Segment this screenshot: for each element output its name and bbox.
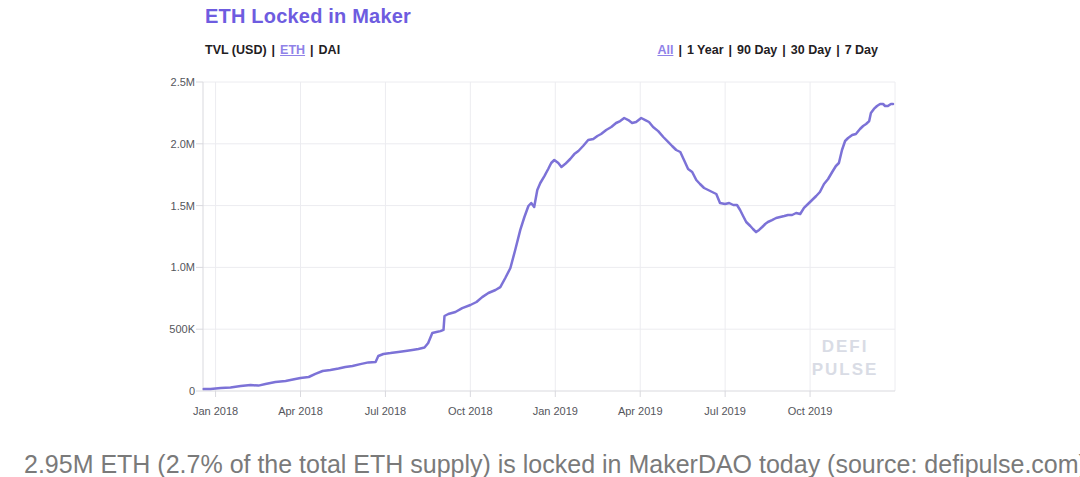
gridlines (203, 82, 895, 391)
range-separator: | (729, 43, 733, 57)
x-tick-label: Oct 2019 (770, 405, 850, 417)
range-separator: | (782, 43, 786, 57)
axis-tick-marks (196, 82, 810, 397)
range-separator: | (678, 43, 682, 57)
range-90-day[interactable]: 90 Day (737, 43, 777, 57)
x-tick-label: Apr 2018 (260, 405, 340, 417)
watermark-line1: DEFI (797, 336, 893, 359)
range-all[interactable]: All (657, 43, 673, 57)
watermark-line2: PULSE (797, 359, 893, 382)
axis-lines (203, 82, 895, 391)
defipulse-eth-locked-page: ETH Locked in Maker TVL (USD) | ETH | DAI Al… (0, 0, 1080, 477)
range-30-day[interactable]: 30 Day (791, 43, 831, 57)
tab-separator: | (272, 43, 276, 57)
tab-separator: | (310, 43, 314, 57)
tab-dai[interactable]: DAI (319, 43, 341, 57)
tab-eth[interactable]: ETH (280, 43, 305, 57)
page-title: ETH Locked in Maker (205, 5, 411, 28)
x-tick-label: Jul 2019 (685, 405, 765, 417)
range-separator: | (836, 43, 840, 57)
x-tick-label: Apr 2019 (600, 405, 680, 417)
range-tabs: All | 1 Year | 90 Day | 30 Day | 7 Day (657, 43, 878, 57)
plot-area[interactable] (203, 82, 895, 391)
x-tick-label: Jan 2018 (176, 405, 256, 417)
y-tick-label: 1.5M (140, 200, 195, 212)
y-tick-label: 0 (140, 385, 195, 397)
y-tick-label: 2.5M (140, 76, 195, 88)
y-tick-label: 1.0M (140, 261, 195, 273)
y-tick-label: 2.0M (140, 138, 195, 150)
x-tick-label: Oct 2018 (430, 405, 510, 417)
eth-locked-line (204, 104, 893, 389)
tab-tvl-usd[interactable]: TVL (USD) (205, 43, 267, 57)
x-tick-label: Jan 2019 (515, 405, 595, 417)
caption-text: 2.95M ETH (2.7% of the total ETH supply)… (24, 449, 1074, 477)
range-7-day[interactable]: 7 Day (845, 43, 878, 57)
range-1-year[interactable]: 1 Year (687, 43, 724, 57)
y-tick-label: 500K (140, 323, 195, 335)
defipulse-watermark: DEFI PULSE (797, 336, 893, 382)
metric-tabs: TVL (USD) | ETH | DAI (205, 43, 340, 57)
x-tick-label: Jul 2018 (345, 405, 425, 417)
